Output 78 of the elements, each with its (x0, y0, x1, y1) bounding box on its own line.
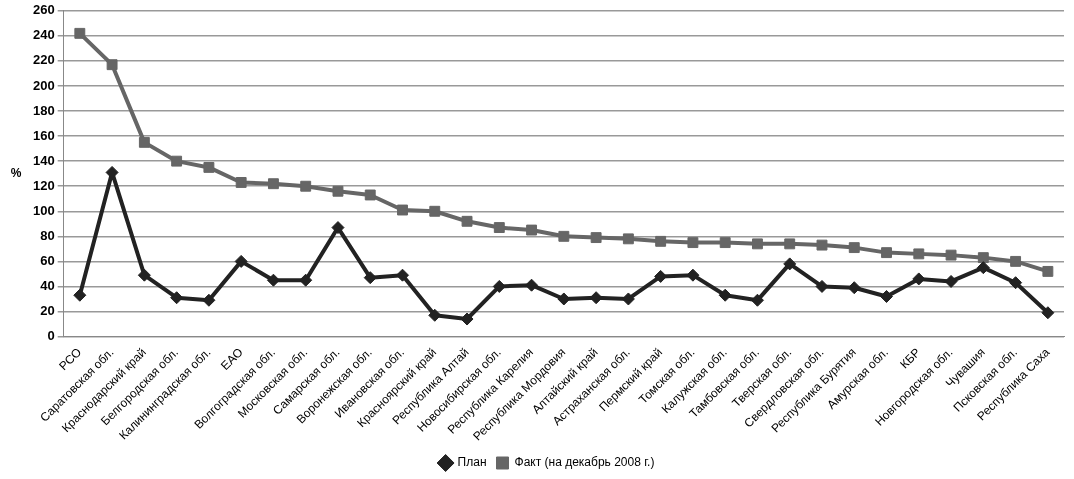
point (300, 180, 312, 192)
y-tick-label: 140 (32, 152, 55, 168)
point (622, 233, 634, 245)
y-tick-label: 120 (32, 177, 55, 193)
point (203, 161, 215, 173)
point (235, 177, 247, 188)
point (73, 288, 87, 302)
point (913, 248, 925, 260)
point (170, 291, 184, 305)
y-tick-label: 0 (47, 328, 55, 344)
point (492, 279, 506, 293)
y-axis-title: % (10, 166, 22, 180)
y-tick-label: 160 (32, 127, 55, 143)
point (752, 238, 763, 250)
y-tick-label: 200 (32, 77, 55, 93)
point (816, 239, 828, 251)
point (784, 238, 796, 250)
point (815, 279, 829, 293)
point (686, 268, 700, 282)
y-tick-label: 80 (40, 227, 55, 243)
point (783, 257, 797, 271)
point (558, 230, 570, 242)
point (429, 205, 441, 217)
y-tick-label: 240 (32, 27, 55, 43)
point (364, 189, 376, 201)
point (332, 185, 344, 197)
point (912, 272, 926, 286)
y-tick-label: 220 (32, 52, 55, 68)
point (945, 249, 957, 261)
point (331, 221, 345, 235)
point (363, 271, 377, 285)
point (106, 59, 118, 71)
point (590, 232, 602, 244)
point (977, 252, 989, 264)
point (687, 237, 699, 249)
y-tick-label: 260 (32, 2, 55, 18)
point (74, 27, 86, 39)
point (719, 237, 731, 249)
point (397, 204, 408, 216)
point (718, 288, 732, 302)
point (171, 155, 183, 167)
point (654, 269, 668, 283)
point (299, 273, 313, 287)
point (266, 273, 280, 287)
point (1010, 255, 1022, 267)
legend-label: План (457, 455, 487, 470)
point (1042, 265, 1054, 277)
point (1009, 276, 1023, 290)
point (267, 178, 279, 190)
point (202, 293, 216, 307)
y-tick-label: 60 (40, 252, 55, 268)
point (1041, 306, 1055, 320)
y-tick-label: 100 (32, 202, 55, 218)
point (589, 291, 603, 305)
y-tick-label: 40 (40, 278, 55, 294)
point (847, 281, 861, 295)
point (944, 274, 958, 288)
point (138, 136, 150, 148)
point (137, 268, 151, 282)
point (460, 312, 474, 326)
point (493, 222, 505, 234)
point (750, 293, 764, 307)
legend-label: Факт (на декабрь 2008 г.) (514, 455, 655, 470)
point (525, 278, 539, 292)
point (526, 224, 538, 236)
point (621, 292, 635, 306)
point (976, 261, 990, 275)
point (655, 235, 667, 247)
point (881, 247, 892, 259)
point (848, 242, 860, 254)
point (428, 308, 442, 322)
point (396, 268, 410, 282)
point (880, 289, 894, 303)
point (557, 292, 571, 306)
point (234, 254, 248, 268)
y-tick-label: 20 (40, 303, 55, 319)
point (461, 215, 473, 227)
y-tick-label: 180 (32, 102, 55, 118)
